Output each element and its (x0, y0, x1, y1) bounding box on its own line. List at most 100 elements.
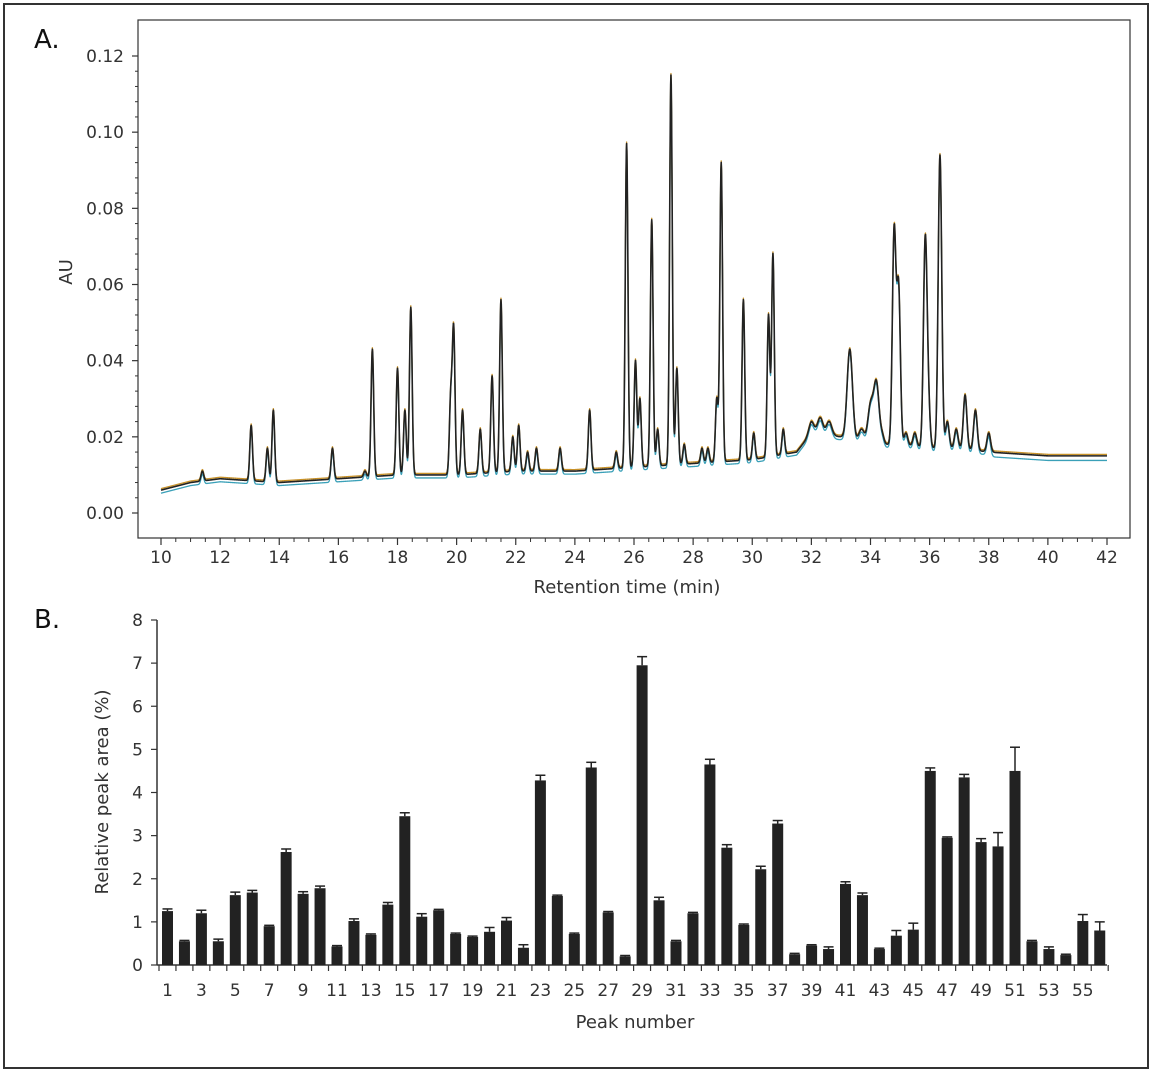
panel-b-y-tick-label: 8 (132, 611, 143, 631)
panel-a-x-tick-label: 16 (328, 548, 350, 568)
panel-b-bar-27 (602, 912, 614, 965)
panel-b-x-tick-label: 17 (428, 981, 450, 1001)
panel-b-y-tick-label: 0 (132, 956, 143, 976)
panel-b-bar-48 (958, 777, 970, 965)
panel-b-x-tick-label: 21 (496, 981, 518, 1001)
panel-b-bar-42 (856, 895, 868, 965)
panel-b-x-tick-label: 53 (1038, 981, 1060, 1001)
panel-b-x-tick-label: 25 (563, 981, 585, 1001)
panel-b-bar-33 (704, 764, 716, 965)
panel-a-y-tick-label: 0.02 (86, 428, 124, 448)
panel-b-y-tick-label: 4 (132, 784, 143, 804)
panel-b-bar-20 (484, 931, 496, 965)
panel-b-bar-5 (229, 895, 241, 965)
panel-b-bar-16 (416, 916, 428, 965)
panel-b-bar-21 (501, 920, 512, 965)
panel-b-bar-23 (534, 780, 546, 965)
panel-b-bar-37 (772, 823, 784, 965)
panel-b-bar-6 (246, 892, 258, 965)
panel-b-x-tick-label: 15 (394, 981, 416, 1001)
panel-a-x-tick-label: 42 (1096, 548, 1118, 568)
panel-b-bar-26 (585, 767, 597, 965)
panel-b-bar-12 (348, 921, 360, 965)
panel-b-bar-13 (365, 934, 377, 965)
panel-a-y-tick-label: 0.06 (86, 276, 124, 296)
panel-b-x-tick-label: 45 (902, 981, 924, 1001)
panel-b-x-tick-label: 49 (970, 981, 992, 1001)
panel-b-bar-38 (789, 954, 801, 965)
panel-b-bar-28 (619, 956, 631, 965)
panel-a-x-tick-label: 40 (1037, 548, 1059, 568)
panel-b-bar-14 (382, 904, 394, 965)
panel-b-bar-22 (517, 947, 529, 965)
panel-b-x-tick-label: 9 (298, 981, 309, 1001)
panel-b-x-tick-label: 35 (733, 981, 755, 1001)
panel-a-label: A. (34, 25, 60, 55)
panel-a-x-tick-label: 10 (150, 548, 172, 568)
panel-a-x-tick-label: 26 (623, 548, 645, 568)
panel-b-y-tick-label: 3 (132, 827, 143, 847)
panel-b-bar-55 (1077, 921, 1089, 965)
panel-a-traces (160, 72, 1108, 494)
panel-b-x-tick-label: 31 (665, 981, 687, 1001)
panel-b-x-tick-label: 23 (530, 981, 552, 1001)
panel-b-bar-34 (721, 847, 733, 965)
panel-a-chromatogram: A. 0.00 0.02 0.04 0.06 0.08 0.10 0.12 10 12 14 16… (34, 19, 1131, 598)
panel-b-bar-2 (178, 941, 190, 965)
panel-b-y-tick-label: 7 (132, 654, 143, 674)
panel-a-y-tick-label: 0.08 (86, 199, 124, 219)
panel-b-x-tick-label: 19 (462, 981, 484, 1001)
panel-a-y-axis: 0.00 0.02 0.04 0.06 0.08 0.10 0.12 (86, 47, 138, 524)
panel-b-bar-31 (670, 941, 682, 965)
panel-b-y-tick-label: 6 (132, 697, 143, 717)
panel-a-y-tick-label: 0.12 (86, 47, 124, 67)
panel-b-bar-40 (823, 949, 835, 965)
panel-b-bar-1 (162, 911, 173, 965)
panel-a-trace-1 (160, 74, 1108, 491)
panel-a-x-axis-title: Retention time (min) (534, 577, 721, 598)
panel-b-label: B. (34, 605, 60, 635)
panel-a-plot-frame (137, 19, 1131, 539)
panel-b-x-tick-label: 1 (162, 981, 173, 1001)
panel-b-bar-11 (331, 946, 343, 965)
panel-b-bar-53 (1043, 949, 1055, 965)
panel-b-x-tick-label: 11 (326, 981, 348, 1001)
panel-b-bar-49 (975, 842, 987, 965)
panel-a-x-tick-label: 18 (387, 548, 409, 568)
panel-b-y-tick-label: 2 (132, 870, 143, 890)
panel-b-bar-45 (907, 929, 919, 965)
panel-b-x-tick-label: 39 (801, 981, 823, 1001)
figure-frame (3, 3, 1149, 1069)
panel-b-bar-56 (1094, 930, 1106, 965)
panel-a-x-tick-label: 32 (801, 548, 823, 568)
panel-b-bar-25 (568, 933, 580, 965)
panel-b-x-axis-title: Peak number (576, 1012, 695, 1033)
panel-a-x-tick-label: 24 (564, 548, 586, 568)
panel-b-bar-36 (755, 869, 767, 965)
panel-b-x-tick-label: 41 (835, 981, 857, 1001)
panel-a-y-tick-label: 0.10 (86, 123, 124, 143)
panel-b-bar-4 (212, 941, 224, 965)
panel-b-bar-9 (297, 893, 309, 965)
panel-b-bar-44 (890, 935, 902, 965)
panel-b-bar-17 (433, 910, 445, 965)
panel-b-bar-10 (314, 888, 326, 965)
panel-b-bar-3 (195, 913, 207, 965)
panel-a-x-tick-label: 36 (919, 548, 941, 568)
panel-b-bars (162, 655, 1106, 965)
panel-b-x-tick-label: 27 (597, 981, 619, 1001)
panel-b-bar-18 (450, 933, 462, 965)
panel-b-bar-7 (263, 926, 275, 965)
panel-b-bar-52 (1026, 941, 1038, 965)
panel-b-x-tick-label: 47 (936, 981, 958, 1001)
panel-a-x-tick-label: 38 (978, 548, 1000, 568)
panel-b-y-tick-label: 1 (132, 913, 143, 933)
panel-b-bar-50 (992, 846, 1004, 965)
panel-b-bar-43 (873, 949, 885, 965)
panel-b-x-tick-label: 37 (767, 981, 789, 1001)
panel-b-bar-32 (687, 913, 699, 965)
panel-b-bar-19 (467, 936, 479, 965)
panel-b-x-tick-label: 33 (699, 981, 721, 1001)
